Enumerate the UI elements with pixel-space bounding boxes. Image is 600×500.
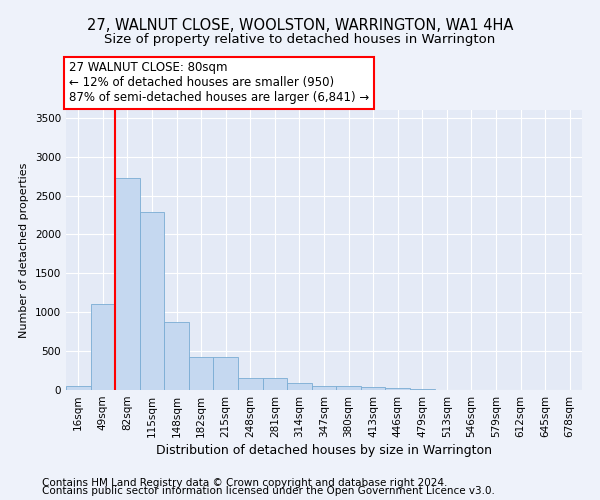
Bar <box>214 358 238 390</box>
Bar <box>189 358 214 390</box>
Y-axis label: Number of detached properties: Number of detached properties <box>19 162 29 338</box>
Text: Size of property relative to detached houses in Warrington: Size of property relative to detached ho… <box>104 32 496 46</box>
Bar <box>287 382 312 390</box>
Bar <box>140 212 164 390</box>
Bar <box>115 178 140 390</box>
Bar <box>361 387 385 390</box>
Bar <box>336 386 361 390</box>
Text: Contains public sector information licensed under the Open Government Licence v3: Contains public sector information licen… <box>42 486 495 496</box>
Bar <box>91 304 115 390</box>
X-axis label: Distribution of detached houses by size in Warrington: Distribution of detached houses by size … <box>156 444 492 457</box>
Bar <box>410 389 434 390</box>
Bar <box>385 388 410 390</box>
Text: 27 WALNUT CLOSE: 80sqm
← 12% of detached houses are smaller (950)
87% of semi-de: 27 WALNUT CLOSE: 80sqm ← 12% of detached… <box>68 62 369 104</box>
Text: Contains HM Land Registry data © Crown copyright and database right 2024.: Contains HM Land Registry data © Crown c… <box>42 478 448 488</box>
Bar <box>312 386 336 390</box>
Bar <box>263 378 287 390</box>
Bar <box>238 378 263 390</box>
Bar <box>164 322 189 390</box>
Bar <box>66 386 91 390</box>
Text: 27, WALNUT CLOSE, WOOLSTON, WARRINGTON, WA1 4HA: 27, WALNUT CLOSE, WOOLSTON, WARRINGTON, … <box>87 18 513 32</box>
